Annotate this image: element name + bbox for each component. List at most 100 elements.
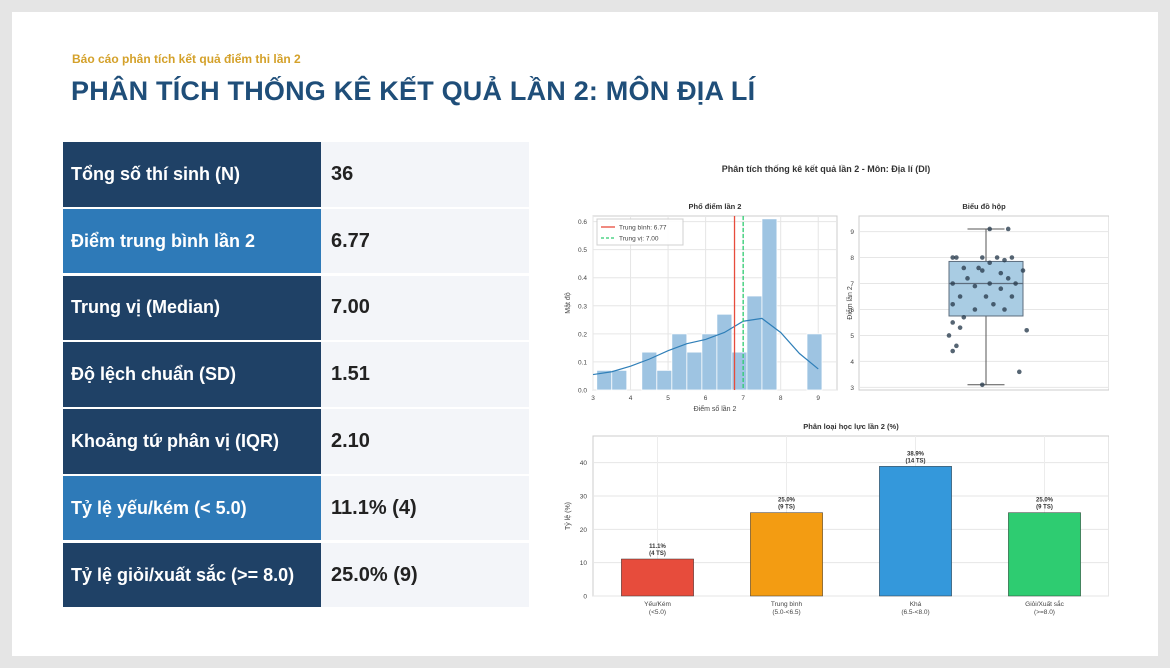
page-title: PHÂN TÍCH THỐNG KÊ KẾT QUẢ LẦN 2: MÔN ĐỊ… bbox=[71, 76, 756, 106]
boxplot-point bbox=[972, 307, 978, 312]
stat-label: Độ lệch chuẩn (SD) bbox=[63, 342, 321, 407]
category-xtick-label: (<5.0) bbox=[649, 609, 666, 616]
category-ylabel: Tỷ lệ (%) bbox=[565, 502, 572, 530]
category-data-label: (14 TS) bbox=[905, 458, 925, 464]
histogram-xtick-label: 6 bbox=[704, 395, 708, 402]
stat-value: 7.00 bbox=[321, 275, 529, 341]
boxplot-point bbox=[1024, 327, 1029, 333]
boxplot-point bbox=[972, 283, 978, 289]
category-xtick-label: (>=8.0) bbox=[1034, 609, 1055, 616]
stats-table: Tổng số thí sinh (N) 36 Điểm trung bình … bbox=[63, 142, 529, 610]
stat-row-mean: Điểm trung bình lần 2 6.77 bbox=[63, 208, 529, 274]
legend-entry: Trung bình: 6.77 bbox=[619, 225, 667, 232]
histogram-xtick-label: 7 bbox=[741, 395, 745, 402]
boxplot-point bbox=[994, 255, 1000, 260]
histogram-kde-line bbox=[592, 317, 819, 376]
stat-value: 2.10 bbox=[321, 409, 529, 474]
boxplot-point bbox=[980, 382, 985, 388]
category-data-label: 38.9% bbox=[907, 451, 925, 457]
histogram-ytick-label: 0.6 bbox=[578, 219, 587, 226]
analysis-figure: Phân tích thống kê kết quả lần 2 - Môn: … bbox=[565, 164, 1109, 616]
category-data-label: (4 TS) bbox=[649, 551, 666, 557]
figure-suptitle: Phân tích thống kê kết quả lần 2 - Môn: … bbox=[722, 164, 931, 174]
stat-value: 36 bbox=[321, 142, 529, 207]
stat-label: Khoảng tứ phân vị (IQR) bbox=[63, 409, 321, 474]
boxplot-point bbox=[987, 281, 992, 286]
histogram-ytick-label: 0.2 bbox=[578, 331, 587, 338]
stat-row-iqr: Khoảng tứ phân vị (IQR) 2.10 bbox=[63, 409, 529, 474]
boxplot-point bbox=[991, 301, 996, 307]
histogram-bar bbox=[716, 313, 733, 391]
histogram-bar bbox=[671, 333, 688, 391]
boxplot-point bbox=[998, 286, 1004, 292]
stat-value: 6.77 bbox=[321, 208, 529, 274]
boxplot-point bbox=[957, 294, 963, 299]
category-bar bbox=[1008, 512, 1081, 597]
boxplot-point bbox=[1002, 257, 1007, 263]
histogram-bar bbox=[701, 333, 718, 391]
stat-row-total: Tổng số thí sinh (N) 36 bbox=[63, 142, 529, 207]
boxplot-point bbox=[950, 255, 955, 260]
boxplot-point bbox=[998, 270, 1004, 276]
boxplot-ytick-label: 7 bbox=[850, 281, 854, 288]
category-data-label: 25.0% bbox=[778, 498, 796, 504]
histogram-xtick-label: 3 bbox=[591, 395, 595, 402]
histogram-xtick-label: 8 bbox=[779, 395, 783, 402]
stat-label: Trung vị (Median) bbox=[63, 275, 321, 341]
histogram-bar bbox=[641, 351, 658, 391]
histogram-bar bbox=[806, 333, 823, 391]
stat-row-sd: Độ lệch chuẩn (SD) 1.51 bbox=[63, 342, 529, 407]
histogram-xlabel: Điểm số lần 2 bbox=[694, 404, 737, 413]
histogram-bar bbox=[611, 369, 628, 391]
histogram-bar bbox=[761, 218, 778, 391]
boxplot-point bbox=[980, 268, 985, 273]
boxplot-ytick-label: 3 bbox=[850, 385, 854, 392]
stat-label: Tổng số thí sinh (N) bbox=[63, 142, 321, 207]
stat-row-median: Trung vị (Median) 7.00 bbox=[63, 275, 529, 341]
category-xtick-label: (5.0-<6.5) bbox=[772, 609, 800, 616]
category-bar bbox=[879, 466, 952, 597]
boxplot-ytick-label: 5 bbox=[850, 333, 854, 340]
boxplot-point bbox=[954, 255, 959, 260]
boxplot-ytick-label: 4 bbox=[850, 359, 854, 366]
stat-label: Tỷ lệ giỏi/xuất sắc (>= 8.0) bbox=[63, 542, 321, 608]
category-ytick-label: 10 bbox=[580, 560, 588, 567]
histogram-ytick-label: 0.1 bbox=[578, 359, 587, 366]
histogram-xtick-label: 9 bbox=[816, 395, 820, 402]
boxplot-point bbox=[1009, 294, 1015, 299]
stat-row-weak: Tỷ lệ yếu/kém (< 5.0) 11.1% (4) bbox=[63, 475, 529, 541]
category-ytick-label: 40 bbox=[580, 460, 588, 467]
boxplot-ytick-label: 6 bbox=[850, 307, 854, 314]
category-title: Phân loại học lực lần 2 (%) bbox=[803, 422, 899, 431]
category-ytick-label: 20 bbox=[580, 527, 588, 534]
boxplot-point bbox=[1005, 276, 1011, 281]
boxplot-box bbox=[948, 260, 1024, 317]
stat-row-excellent: Tỷ lệ giỏi/xuất sắc (>= 8.0) 25.0% (9) bbox=[63, 542, 529, 608]
category-ytick-label: 30 bbox=[580, 494, 588, 501]
histogram-ytick-label: 0.3 bbox=[578, 303, 587, 310]
category-bar bbox=[621, 558, 694, 597]
histogram-bar bbox=[686, 351, 703, 391]
histogram-bar bbox=[746, 295, 763, 391]
boxplot-point bbox=[965, 276, 970, 281]
boxplot-ylabel: Điểm lần 2 bbox=[845, 286, 854, 320]
boxplot-point bbox=[980, 255, 985, 260]
category-data-label: 25.0% bbox=[1036, 498, 1054, 504]
histogram-bar bbox=[656, 369, 673, 391]
boxplot-point bbox=[946, 333, 952, 338]
category-ytick-label: 0 bbox=[583, 594, 587, 601]
boxplot-point bbox=[1009, 255, 1015, 260]
boxplot-point bbox=[950, 301, 955, 307]
report-subtitle: Báo cáo phân tích kết quả điểm thi lần 2 bbox=[72, 52, 301, 66]
histogram-ytick-label: 0.5 bbox=[578, 247, 587, 254]
boxplot-point bbox=[987, 226, 992, 232]
boxplot-ytick-label: 8 bbox=[850, 255, 854, 262]
category-xtick-label: Giỏi/Xuất sắc bbox=[1025, 599, 1064, 608]
boxplot-title: Biểu đồ hộp bbox=[962, 202, 1006, 211]
stat-value: 1.51 bbox=[321, 342, 529, 407]
category-bar bbox=[750, 512, 823, 597]
histogram-legend bbox=[596, 218, 684, 246]
category-xtick-label: (6.5-<8.0) bbox=[901, 609, 929, 616]
histogram-title: Phổ điểm lần 2 bbox=[689, 202, 742, 211]
slide: Báo cáo phân tích kết quả điểm thi lần 2… bbox=[12, 12, 1158, 656]
